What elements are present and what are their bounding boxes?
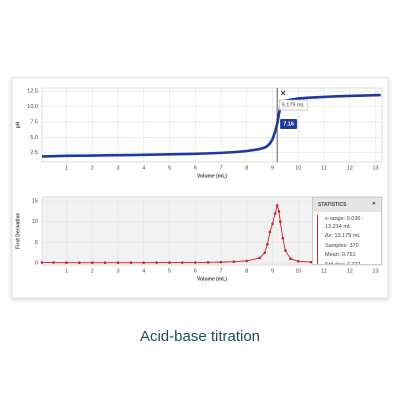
data-point [52,261,55,264]
data-point [296,259,300,263]
y-tick-label: 12.5 [27,89,38,95]
cursor-close[interactable] [280,90,286,96]
close-icon[interactable]: ✕ [371,201,376,207]
data-point [90,261,94,264]
x-tick-label: 11 [321,165,327,171]
data-point [65,261,68,265]
data-point [271,222,274,226]
data-point [245,259,249,263]
statistics-header: STATISTICS ✕ [313,198,381,212]
statistics-line: Δx: 13.179 mL [325,233,361,239]
statistics-line: Mean: 0.761 [325,252,356,258]
statistics-line: x-range: 0.036 - 13.214 mL [325,216,364,230]
x-tick-label: 13 [372,268,378,274]
data-point [258,256,261,260]
y-tick-label: 10.0 [27,104,38,110]
data-point [78,261,81,265]
y-tick-label: 15 [32,199,38,205]
x-tick-label: 9 [271,268,274,274]
data-point [168,261,171,264]
data-point [40,261,44,264]
data-line [41,93,381,158]
x-tick-label: 2 [91,268,94,274]
x-tick-label: 8 [245,165,248,171]
x-tick-label: 10 [295,165,301,171]
x-tick-label: 3 [116,268,119,274]
data-point [309,260,313,264]
data-point [206,261,210,264]
x-tick-label: 4 [142,165,145,171]
data-point [266,243,269,246]
x-tick-label: 12 [347,165,353,171]
x-tick-label: 1 [65,165,68,171]
x-tick-label: 6 [194,165,197,171]
cursor-y-label: 7.16 [283,121,294,127]
y-axis-title: pH [15,121,21,128]
data-point [155,261,158,264]
data-point [142,261,146,264]
x-tick-label: 8 [245,268,248,274]
plot-area [41,87,383,163]
data-point [232,260,236,264]
y-tick-label: 5 [35,240,38,246]
x-tick-label: 9 [271,165,274,171]
data-point [273,212,277,215]
data-point [277,210,281,213]
x-tick-label: 11 [321,268,327,274]
y-tick-label: 7.5 [30,119,38,125]
data-point [103,261,107,264]
data-point [268,230,272,234]
data-point [284,249,287,252]
x-tick-label: 5 [168,165,171,171]
cursor-x-label: 9.179 mL [282,102,305,108]
x-tick-label: 12 [347,268,353,274]
x-tick-label: 7 [219,165,222,171]
y-tick-label: 5.0 [30,135,38,141]
close-icon [280,90,286,96]
data-point [289,257,292,261]
data-point [193,261,197,264]
x-tick-label: 13 [372,165,378,171]
x-tick-label: 6 [194,268,197,274]
data-point [281,236,285,240]
data-point [263,251,267,254]
y-tick-label: 2.5 [30,150,38,156]
data-point [116,261,120,265]
x-tick-label: 3 [116,165,119,171]
statistics-title: STATISTICS [318,202,347,208]
x-tick-label: 5 [168,268,171,274]
x-tick-label: 2 [91,165,94,171]
x-axis-title: Volume (mL) [197,173,227,179]
y-tick-label: 10 [32,219,38,225]
y-tick-label: 0 [35,260,38,266]
x-tick-label: 1 [65,268,68,274]
data-point [181,261,184,264]
cursor-y-box [280,119,298,130]
x-tick-label: 7 [219,268,222,274]
caption: Acid-base titration [139,328,261,345]
statistics-line: Samples: 370 [325,242,359,249]
x-axis-title: Volume (mL) [197,276,227,282]
statistics-panel: STATISTICS ✕ x-range: 0.036 - 13.214 mL Δx… [312,197,382,265]
data-point [278,220,282,224]
cursor-x-box [278,99,308,111]
data-point [275,203,279,207]
data-point [129,261,133,264]
x-tick-label: 10 [295,268,301,274]
statistics-body: x-range: 0.036 - 13.214 mL Δx: 13.179 mL S… [317,215,381,265]
y-axis-title: First Derivative [15,213,21,249]
statistics-line: Std dev: 2.227 [325,261,361,265]
x-tick-label: 4 [142,268,145,274]
data-point [219,260,223,264]
